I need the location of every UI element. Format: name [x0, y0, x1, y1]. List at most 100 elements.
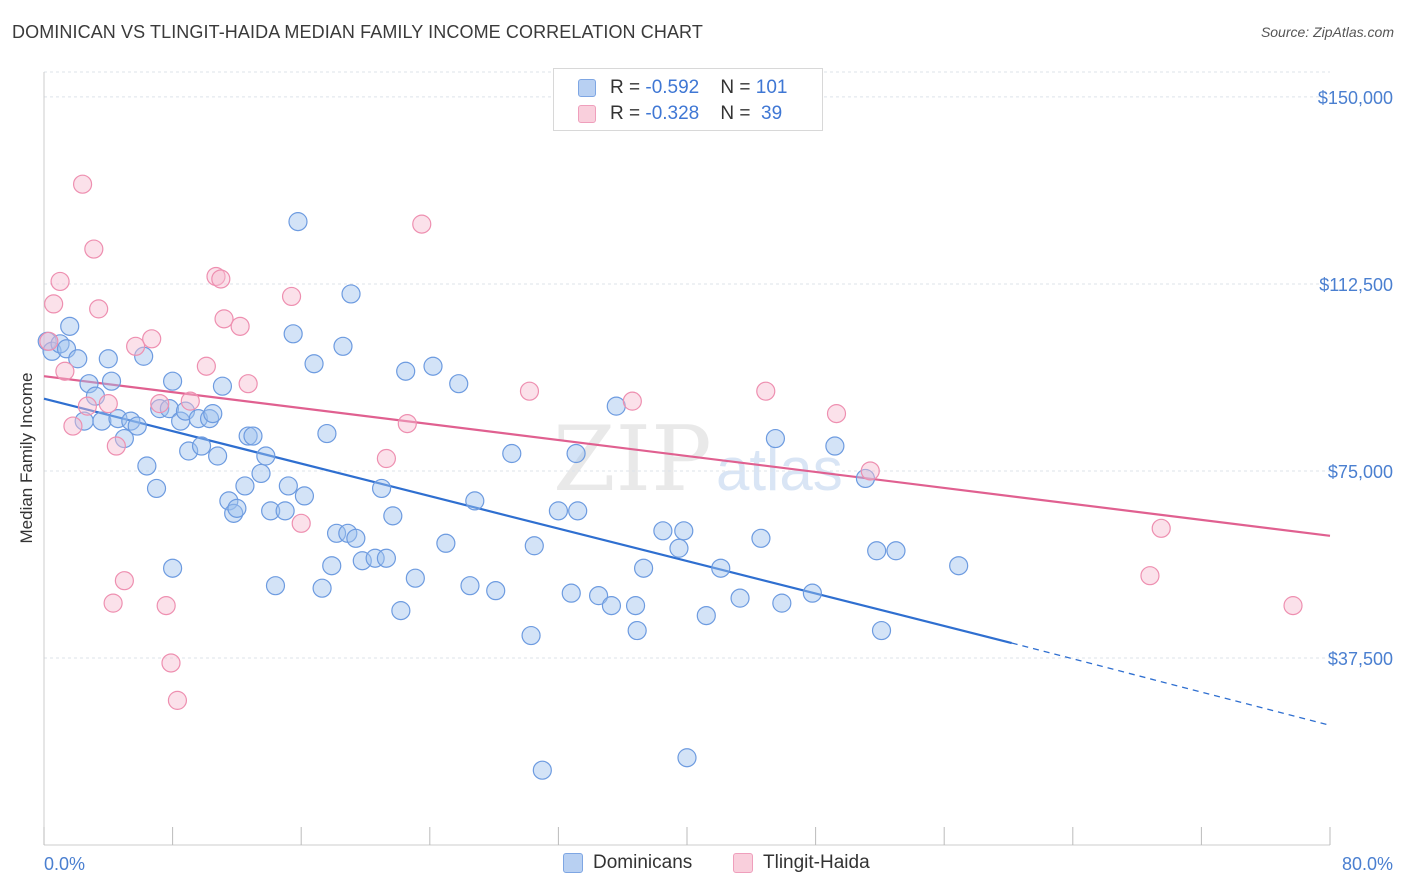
legend-item-tlingit[interactable]: Tlingit-Haida: [733, 852, 870, 874]
dominicans-point: [341, 284, 361, 304]
dominicans-point: [601, 596, 622, 616]
dominicans-point: [203, 404, 223, 424]
dominicans-point: [146, 478, 167, 499]
trend-lines: [43, 375, 1331, 726]
y-axis-label: Median Family Income: [17, 372, 36, 543]
dominicans-point: [588, 586, 609, 606]
dominicans-point: [465, 491, 485, 511]
legend-row-dominicans: R = -0.592 N = 101: [578, 77, 787, 99]
dominicans-point: [502, 443, 522, 464]
tlingit-point: [211, 269, 231, 289]
dominicans-point: [312, 578, 332, 598]
dominicans-point: [886, 541, 906, 561]
dominicans-point: [79, 374, 99, 394]
dominicans-point: [150, 399, 170, 419]
watermark-zip: ZIP: [553, 407, 712, 512]
x-tick-label: 0.0%: [44, 854, 85, 874]
dominicans-point: [568, 501, 588, 521]
tlingit-point: [214, 309, 234, 329]
tlingit-point: [77, 396, 98, 416]
dominicans-point: [212, 376, 233, 396]
dominicans-point: [127, 416, 147, 436]
dominicans-point: [765, 428, 786, 449]
tlingit-point: [39, 331, 59, 351]
tick-labels: $37,500 $75,000 $112,500 $150,000 0.0% 80.0%: [44, 88, 1393, 874]
dominicans-point: [524, 536, 544, 556]
dominicans-point: [405, 568, 425, 588]
dominicans-point: [566, 443, 586, 464]
y-tick-label: $37,500: [1328, 649, 1393, 669]
dominicans-point: [333, 336, 353, 356]
tlingit-point: [142, 329, 162, 349]
dominicans-point: [730, 588, 750, 608]
tlingit-point: [84, 239, 104, 259]
tlingit-point: [291, 513, 311, 533]
dominicans-point: [317, 423, 337, 444]
legend-item-dominicans[interactable]: Dominicans: [563, 852, 692, 874]
dominicans-point: [283, 324, 303, 344]
source-credit: Source: ZipAtlas.com: [1260, 24, 1394, 40]
tlingit-point: [412, 214, 432, 234]
tlingit-point: [167, 690, 188, 710]
tlingit-point: [1140, 566, 1160, 586]
tlingit-point: [55, 361, 75, 381]
tlingit-point: [1151, 518, 1171, 538]
dominicans-point: [121, 411, 141, 431]
tlingit-point: [281, 286, 302, 307]
legend-label-tlingit: Tlingit-Haida: [763, 852, 870, 873]
dominicans-point: [60, 316, 80, 336]
dominicans-point: [179, 441, 199, 461]
dominicans-point: [627, 620, 647, 641]
dominicans-point: [134, 346, 154, 366]
series-legend: Dominicans Tlingit-Haida: [0, 852, 1406, 878]
tlingit-point: [860, 461, 880, 481]
r-value: -0.592: [645, 77, 700, 98]
correlation-legend: R = -0.592 N = 101 R = -0.328 N = 39: [553, 68, 823, 131]
dominicans-point: [256, 446, 276, 466]
dominicans-point: [625, 596, 646, 616]
tlingit-point: [161, 653, 181, 673]
dominicans-point: [677, 748, 697, 768]
tlingit-point: [826, 404, 847, 424]
tlingit-point: [72, 174, 93, 194]
legend-label-dominicans: Dominicans: [593, 852, 693, 873]
dominicans-point: [711, 558, 731, 578]
tlingit-point: [1283, 596, 1303, 616]
n-value: 39: [755, 103, 783, 124]
dominicans-point: [163, 371, 183, 391]
axes: [43, 72, 1331, 846]
dominicans-point: [294, 486, 315, 506]
dominicans-point: [548, 501, 569, 521]
dominicans-point: [326, 523, 347, 543]
tlingit-point: [196, 356, 216, 376]
dominicans-point: [137, 456, 157, 476]
dominicans-point: [68, 349, 88, 369]
dominicans-point: [92, 411, 112, 431]
tlingit-point: [106, 436, 126, 456]
tlingit-point: [50, 271, 70, 292]
dominicans-point: [802, 583, 822, 603]
dominicans-point: [219, 491, 239, 511]
dominicans-point: [460, 576, 480, 596]
dominicans-point: [365, 548, 385, 568]
y-tick-label: $150,000: [1318, 88, 1393, 108]
dominicans-point: [436, 533, 456, 553]
dominicans-trend-extension: [1011, 642, 1331, 726]
dominicans-point: [371, 478, 392, 499]
dominicans-point: [208, 446, 228, 466]
tlingit-point: [397, 413, 417, 434]
dominicans-point: [871, 620, 892, 641]
x-tick-label: 80.0%: [1342, 854, 1393, 874]
dominicans-point: [606, 396, 626, 416]
dominicans-point: [391, 601, 411, 621]
dominicans-point: [521, 625, 541, 646]
dominicans-point: [278, 476, 298, 496]
tlingit-point: [238, 374, 258, 394]
n-label: N =: [720, 103, 756, 124]
gridlines: [44, 71, 1330, 659]
dominicans-point: [265, 576, 286, 596]
dominicans-trend-line: [43, 397, 1012, 645]
dominicans-point: [275, 501, 295, 521]
dominicans-point: [772, 593, 792, 613]
dominicans-point: [633, 558, 654, 578]
